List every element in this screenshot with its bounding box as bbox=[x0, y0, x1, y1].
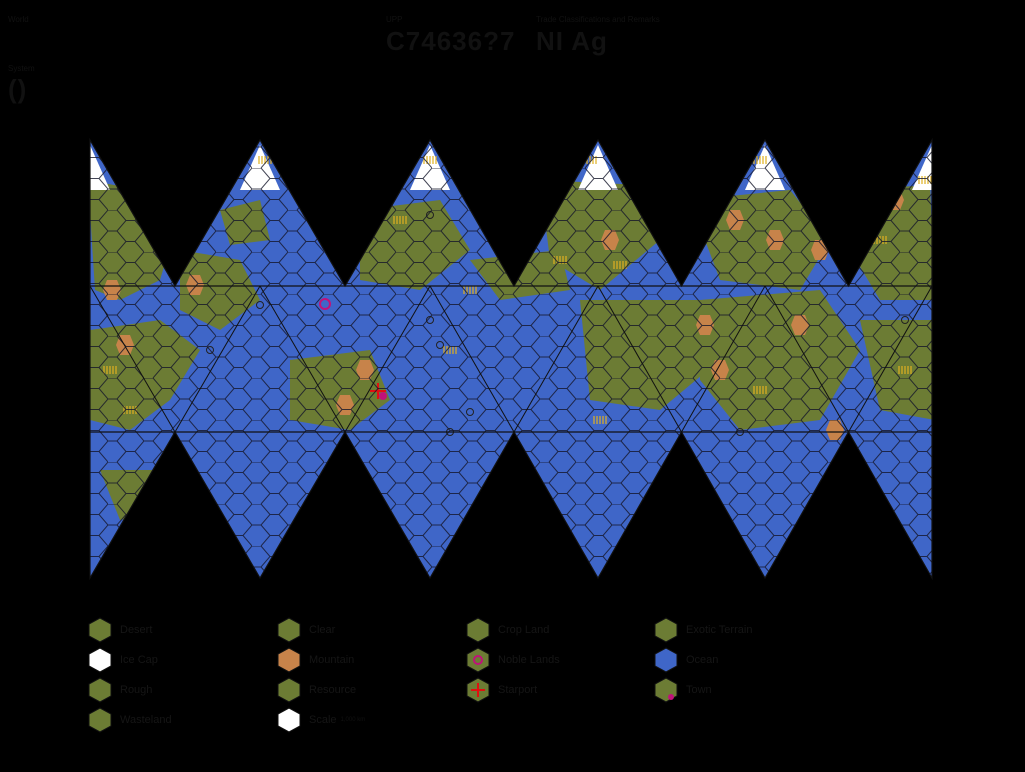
legend-label: Mountain bbox=[309, 654, 355, 666]
resource-site bbox=[341, 491, 349, 499]
resource-site bbox=[846, 501, 854, 509]
legend-label: Resource bbox=[309, 684, 357, 696]
starport-hex-icon bbox=[466, 677, 490, 703]
trade-value: NI Ag bbox=[536, 26, 608, 56]
legend-item-ocean: Ocean bbox=[654, 646, 718, 674]
legend-label: Noble Lands bbox=[498, 654, 560, 666]
resource-hex-icon bbox=[277, 677, 301, 703]
legend-item-rough: Rough bbox=[88, 676, 152, 704]
legend-label: Town bbox=[686, 684, 712, 696]
noble-hex-icon bbox=[466, 647, 490, 673]
legend-item-scale: Scale 1,000 km bbox=[277, 706, 365, 734]
face-edge bbox=[89, 285, 176, 433]
legend-item-starport: Starport bbox=[466, 676, 537, 704]
legend-item-noble: Noble Lands bbox=[466, 646, 560, 674]
face-edge bbox=[174, 285, 261, 433]
resource-site bbox=[511, 454, 519, 462]
icecap-hex-icon bbox=[88, 647, 112, 673]
face-edge bbox=[848, 285, 933, 433]
legend-label: Scale bbox=[309, 714, 337, 726]
face-edge bbox=[513, 285, 599, 433]
legend-label: Ocean bbox=[686, 654, 719, 666]
upp-label: UPP bbox=[386, 15, 403, 24]
scale-hex-icon bbox=[277, 707, 301, 733]
clear-hex-icon bbox=[277, 617, 301, 643]
upp-value: C74636?7 bbox=[386, 26, 516, 56]
world-label: World bbox=[8, 15, 29, 24]
legend-item-mountain: Mountain bbox=[277, 646, 354, 674]
town-hex-icon bbox=[654, 677, 678, 703]
legend-item-resource: Resource bbox=[277, 676, 356, 704]
scale-unit: 1,000 km bbox=[340, 717, 366, 723]
face-edge bbox=[429, 285, 515, 433]
legend-item-icecap: Ice Cap bbox=[88, 646, 158, 674]
legend-label: Clear bbox=[309, 624, 336, 636]
desert-hex-icon bbox=[88, 617, 112, 643]
rough-hex-icon bbox=[88, 677, 112, 703]
legend-label: Wasteland bbox=[120, 714, 172, 726]
legend-label: Rough bbox=[120, 684, 153, 696]
legend-item-clear: Clear bbox=[277, 616, 335, 644]
legend-item-exotic: Exotic Terrain bbox=[654, 616, 752, 644]
legend-item-wasteland: Wasteland bbox=[88, 706, 172, 734]
icecap-south bbox=[323, 525, 367, 575]
legend-item-desert: Desert bbox=[88, 616, 152, 644]
legend-label: Desert bbox=[120, 624, 153, 636]
wasteland-hex-icon bbox=[88, 707, 112, 733]
legend-label: Exotic Terrain bbox=[686, 624, 753, 636]
map-outline bbox=[89, 137, 933, 581]
legend-item-town: Town bbox=[654, 676, 712, 704]
legend-item-cropland: Crop Land bbox=[466, 616, 549, 644]
face-edge bbox=[259, 285, 346, 433]
trade-label: Trade Classifications and Remarks bbox=[536, 15, 660, 24]
resource-site bbox=[681, 466, 689, 474]
exotic-hex-icon bbox=[654, 617, 678, 643]
legend-label: Ice Cap bbox=[120, 654, 158, 666]
mountain-hex-icon bbox=[277, 647, 301, 673]
face-edge bbox=[681, 285, 766, 433]
ocean-hex-icon bbox=[654, 647, 678, 673]
face-edge bbox=[597, 285, 682, 433]
resource-site bbox=[341, 454, 349, 462]
resource-site bbox=[843, 536, 851, 544]
face-edge bbox=[764, 285, 849, 433]
face-edge bbox=[344, 285, 431, 433]
system-label: System bbox=[8, 64, 35, 73]
icecap-south bbox=[492, 525, 536, 575]
system-value: () bbox=[8, 74, 28, 104]
icecap-south bbox=[826, 525, 870, 575]
legend-label: Crop Land bbox=[498, 624, 550, 636]
legend-label: Starport bbox=[498, 684, 538, 696]
cropland-hex-icon bbox=[466, 617, 490, 643]
icecap-south bbox=[153, 525, 197, 575]
icecap-south bbox=[660, 525, 704, 575]
hex-grid bbox=[90, 140, 932, 578]
